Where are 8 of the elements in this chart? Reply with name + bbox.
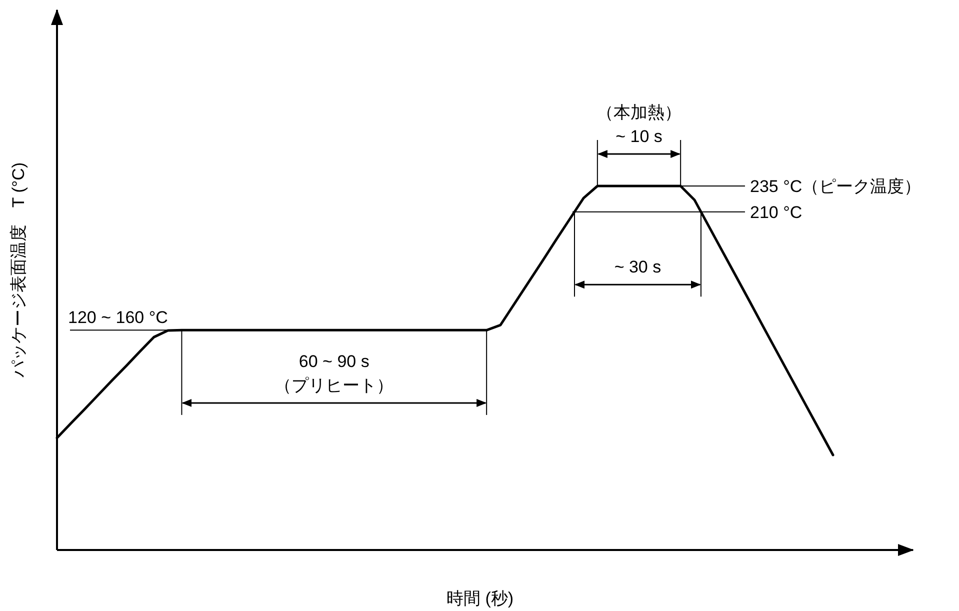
ref-line-label: 210 °C (750, 202, 802, 222)
annotation: 60 ~ 90 s （プリヒート） (274, 352, 394, 395)
x-axis-title: 時間 (秒) (446, 589, 514, 608)
annotation: （本加熱） ~ 10 s (596, 103, 682, 146)
ref-line-label: 120 ~ 160 °C (68, 308, 168, 328)
ref-line-label: 235 °C（ピーク温度） (750, 177, 922, 196)
annotation: ~ 30 s (614, 258, 662, 277)
y-axis-title: パッケージ表面温度 T (°C) (9, 162, 28, 379)
